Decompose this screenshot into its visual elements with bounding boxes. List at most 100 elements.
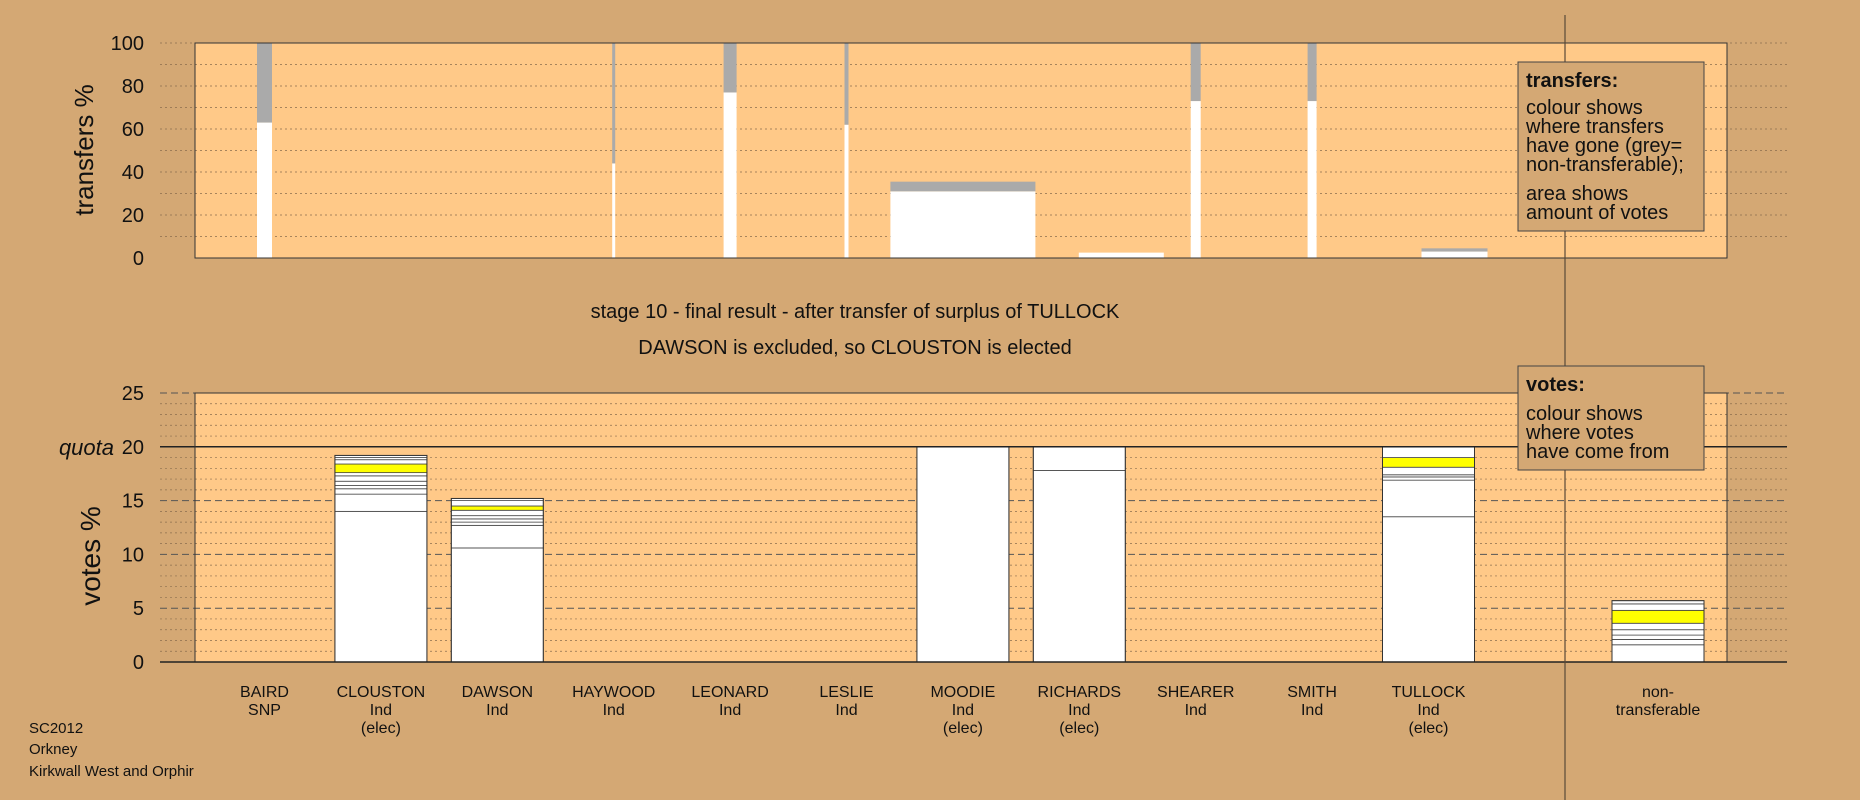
candidate-status-moodie: (elec) xyxy=(943,720,983,737)
vote-segment-clouston xyxy=(334,493,428,512)
candidate-name-moodie: MOODIE xyxy=(930,684,995,701)
votes-legend-text: have come from xyxy=(1526,441,1669,463)
vote-segment-tullock xyxy=(1382,457,1475,468)
transfers-legend-text: area shows xyxy=(1526,183,1628,205)
votes-legend-text: where votes xyxy=(1525,422,1634,444)
footer-line-2: Orkney xyxy=(29,741,78,758)
transfer-nontransferable-smith xyxy=(1307,43,1317,102)
vote-segment-dawson xyxy=(450,521,544,526)
votes-tick-label: 0 xyxy=(133,652,144,674)
vote-segment-non-transferable xyxy=(1611,634,1705,640)
candidate-name-richards: RICHARDS xyxy=(1038,684,1122,701)
vote-segment-clouston xyxy=(334,472,428,477)
vote-segment-dawson xyxy=(450,500,544,507)
votes-legend-text: colour shows xyxy=(1526,403,1643,425)
vote-segment-non-transferable xyxy=(1611,629,1705,636)
candidate-party-moodie: Ind xyxy=(952,702,974,719)
candidate-name-shearer: SHEARER xyxy=(1157,684,1234,701)
votes-legend-box xyxy=(1517,365,1705,471)
votes-panel: quota 0 5 10 15 20 25 votes % xyxy=(59,383,1787,674)
vote-segment-clouston xyxy=(334,459,428,465)
transfers-plot-border xyxy=(194,42,1728,259)
vote-segment-richards xyxy=(1032,470,1126,663)
votes-y-axis-label: votes % xyxy=(75,506,106,606)
candidate-party-leonard: Ind xyxy=(719,702,741,719)
transfer-nontransferable-leslie xyxy=(844,43,849,125)
transfers-legend-text: non-transferable); xyxy=(1526,154,1684,176)
transfers-tick-label: 20 xyxy=(122,205,144,227)
candidate-party-richards: Ind xyxy=(1068,702,1090,719)
transfers-y-axis-label: transfers % xyxy=(69,84,99,216)
transfers-tick-label: 40 xyxy=(122,162,144,184)
votes-tick-label: 10 xyxy=(122,544,144,566)
chart-subtitle: DAWSON is excluded, so CLOUSTON is elect… xyxy=(638,337,1071,359)
vote-segment-dawson xyxy=(450,518,544,523)
transfer-bar-leslie xyxy=(844,124,849,258)
transfer-nontransferable-moodie xyxy=(890,181,1036,192)
votes-tick-label: 20 xyxy=(122,437,144,459)
transfer-nontransferable-tullock xyxy=(1421,248,1488,252)
transfer-bar-moodie xyxy=(890,191,1036,258)
vote-segment-non-transferable xyxy=(1611,639,1705,646)
candidate-party-shearer: Ind xyxy=(1185,702,1207,719)
transfer-bar-haywood xyxy=(612,163,616,258)
vote-segment-tullock xyxy=(1382,476,1475,481)
transfers-legend-text: have gone (grey= xyxy=(1526,135,1682,157)
candidate-name-haywood: HAYWOOD xyxy=(572,684,655,701)
vote-segment-clouston xyxy=(334,485,428,490)
vote-segment-dawson xyxy=(450,524,544,549)
candidate-status-clouston: (elec) xyxy=(361,720,401,737)
vote-segment-clouston xyxy=(334,510,428,663)
nontransferable-label: transferable xyxy=(1616,702,1701,719)
transfers-legend-text: where transfers xyxy=(1525,116,1664,138)
candidate-status-richards: (elec) xyxy=(1059,720,1099,737)
votes-legend-title: votes: xyxy=(1526,374,1585,396)
transfer-bar-richards xyxy=(1078,252,1164,258)
candidate-name-leslie: LESLIE xyxy=(819,684,873,701)
vote-segment-dawson xyxy=(450,547,544,663)
candidate-party-clouston: Ind xyxy=(370,702,392,719)
vote-segment-moodie xyxy=(916,446,1010,663)
footer-line-3: Kirkwall West and Orphir xyxy=(29,763,194,780)
vote-segment-tullock xyxy=(1382,516,1475,663)
transfers-legend-title: transfers: xyxy=(1526,70,1618,92)
vote-segment-non-transferable xyxy=(1611,609,1705,624)
candidate-party-baird: SNP xyxy=(248,702,281,719)
transfers-panel: 0 20 40 60 80 100 transfers % xyxy=(69,33,1787,270)
votes-tick-label: 15 xyxy=(122,491,144,513)
transfers-legend-box xyxy=(1517,61,1705,232)
candidate-party-dawson: Ind xyxy=(486,702,508,719)
transfers-legend-text: colour shows xyxy=(1526,97,1643,119)
transfers-tick-label: 60 xyxy=(122,119,144,141)
vote-segment-richards xyxy=(1032,446,1126,471)
vote-segment-non-transferable xyxy=(1611,603,1705,611)
transfers-tick-label: 0 xyxy=(133,248,144,270)
transfer-bar-baird xyxy=(257,122,272,258)
transfer-nontransferable-shearer xyxy=(1190,43,1201,102)
vote-segment-clouston xyxy=(334,463,428,474)
vote-segment-clouston xyxy=(334,480,428,486)
transfer-nontransferable-haywood xyxy=(612,43,616,164)
vote-segment-dawson xyxy=(450,505,544,511)
candidate-name-dawson: DAWSON xyxy=(462,684,533,701)
candidate-party-tullock: Ind xyxy=(1417,702,1439,719)
vote-segment-dawson xyxy=(450,509,544,517)
footer-line-1: SC2012 xyxy=(29,720,83,737)
vote-segment-non-transferable xyxy=(1611,622,1705,631)
transfers-legend-text: amount of votes xyxy=(1526,202,1668,224)
vote-segment-clouston xyxy=(334,488,428,495)
candidate-party-smith: Ind xyxy=(1301,702,1323,719)
nontransferable-label: non- xyxy=(1642,684,1674,701)
quota-label: quota xyxy=(59,435,114,460)
candidate-status-tullock: (elec) xyxy=(1408,720,1448,737)
transfers-tick-label: 80 xyxy=(122,76,144,98)
candidate-name-clouston: CLOUSTON xyxy=(337,684,426,701)
candidate-party-haywood: Ind xyxy=(603,702,625,719)
transfer-bar-shearer xyxy=(1190,101,1201,258)
vote-segment-tullock xyxy=(1382,466,1475,476)
candidate-name-smith: SMITH xyxy=(1287,684,1337,701)
candidate-name-leonard: LEONARD xyxy=(691,684,768,701)
vote-segment-clouston xyxy=(334,475,428,482)
vote-segment-dawson xyxy=(450,515,544,520)
